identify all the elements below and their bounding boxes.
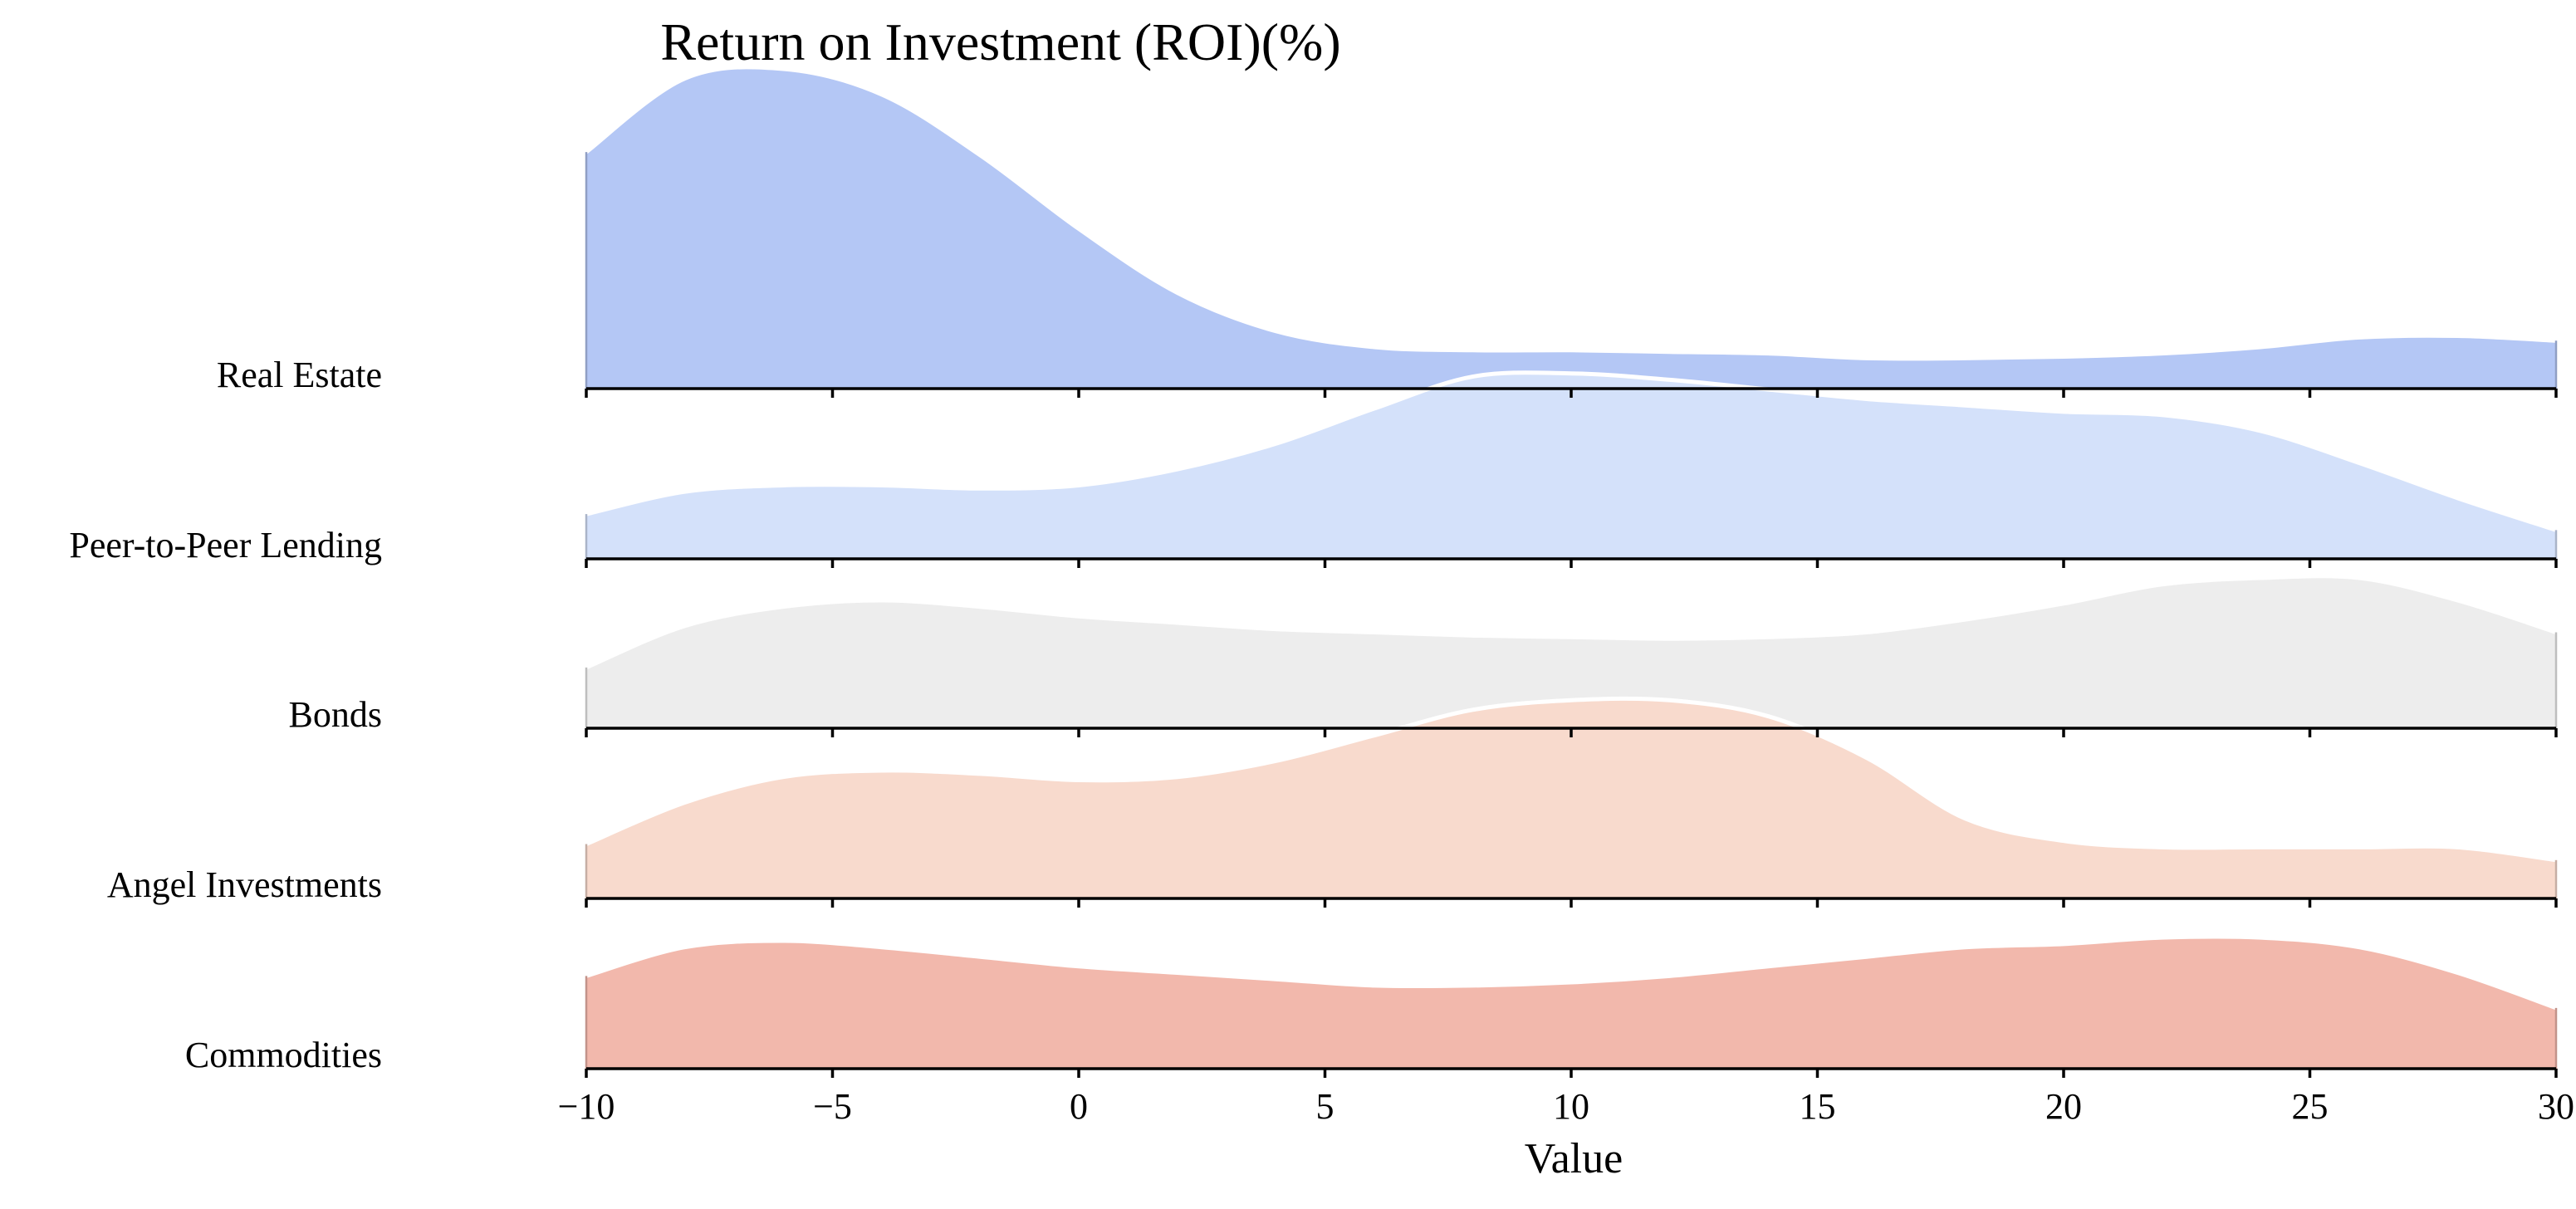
axes: Real Estate Peer-to-Peer Lending Bonds Ange… (69, 355, 2574, 1127)
x-tick-label-3: 5 (1316, 1086, 1335, 1127)
row-label-commodities: Commodities (185, 1035, 382, 1075)
row-label-angel-investments: Angel Investments (107, 864, 382, 905)
x-tick-label-5: 15 (1800, 1086, 1836, 1127)
x-tick-label-6: 20 (2045, 1086, 2082, 1127)
ridge-peer-to-peer-lending (585, 370, 2558, 559)
ridge-outline-real-estate (585, 65, 2557, 361)
ridge-outline-bonds (585, 574, 2557, 670)
ridges (585, 65, 2558, 1069)
x-tick-label-8: 30 (2538, 1086, 2574, 1127)
ridge-area-commodities (586, 936, 2556, 1069)
ridge-area-real-estate (586, 66, 2556, 389)
ridge-bonds (585, 574, 2558, 728)
x-tick-label-7: 25 (2292, 1086, 2329, 1127)
ridge-outline-angel-investments (585, 696, 2557, 863)
ridge-outline-peer-to-peer-lending (585, 370, 2557, 532)
ridge-angel-investments (585, 696, 2558, 898)
ridge-real-estate (585, 65, 2558, 389)
ridge-outline-commodities (585, 934, 2557, 1011)
x-tick-label-0: −10 (558, 1086, 615, 1127)
x-tick-label-4: 10 (1553, 1086, 1589, 1127)
chart-title: Return on Investment (ROI)(%) (660, 12, 1340, 71)
ridge-area-peer-to-peer-lending (586, 372, 2556, 559)
ridge-area-angel-investments (586, 698, 2556, 898)
x-tick-label-1: −5 (813, 1086, 852, 1127)
x-tick-label-2: 0 (1070, 1086, 1088, 1127)
row-label-bonds: Bonds (289, 694, 382, 735)
ridge-area-bonds (586, 575, 2556, 728)
ridge-commodities (585, 934, 2558, 1069)
row-label-real-estate: Real Estate (217, 355, 382, 395)
x-axis-label: Value (1525, 1135, 1623, 1182)
row-label-peer-to-peer-lending: Peer-to-Peer Lending (69, 525, 382, 565)
